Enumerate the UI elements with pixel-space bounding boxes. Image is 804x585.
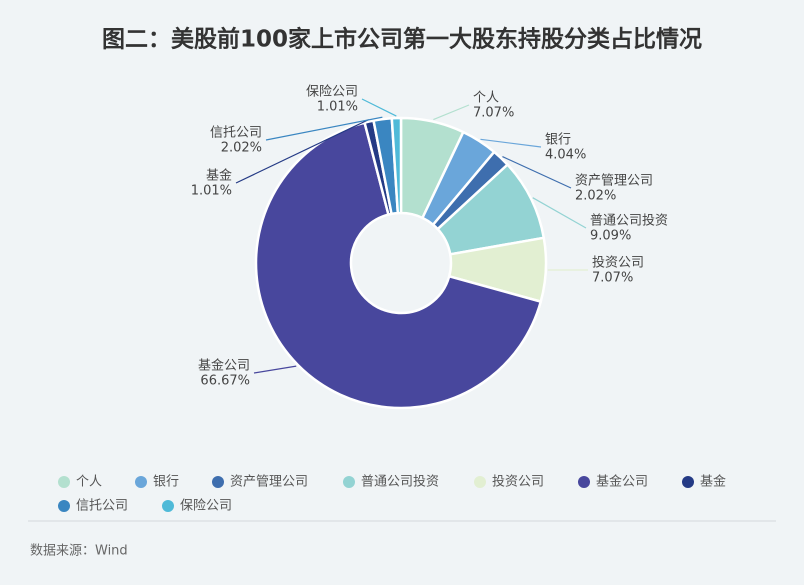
slice [254,121,543,410]
legend-swatch [343,476,355,488]
value-label: 4.04% [545,148,586,163]
slice-label: 基金 [206,168,232,184]
legend-swatch [135,476,147,488]
legend-swatch [58,500,70,512]
legend-swatch [162,500,174,512]
slice-label: 资产管理公司 [575,174,653,189]
value-label: 66.67% [200,374,250,389]
slice-label: 投资公司 [592,255,644,271]
slice [390,116,403,215]
legend-label: 普通公司投资 [361,474,439,490]
legend-label: 信托公司 [76,499,128,514]
value-label: 7.07% [473,106,514,121]
leader-line [235,119,369,184]
legend-label: 基金 [700,474,726,490]
value-label: 1.01% [317,100,358,115]
legend-label: 基金公司 [596,474,648,490]
legend-label: 投资公司 [492,474,544,490]
legend-swatch [212,476,224,488]
value-label: 2.02% [575,189,616,204]
leader-line [433,104,470,121]
slice-label: 保险公司 [306,85,358,100]
legend-swatch [682,476,694,488]
value-label: 1.01% [191,184,232,199]
value-label: 9.09% [590,229,631,244]
slice-label: 基金公司 [198,358,250,374]
chart-title: 图二：美股前100家上市公司第一大股东持股分类占比情况 [102,26,702,53]
legend-label: 银行 [153,475,179,490]
legend-swatch [578,476,590,488]
leader-line [361,98,397,117]
value-label: 2.02% [221,141,262,156]
leader-line [253,365,297,374]
legend-label: 个人 [76,475,102,490]
legend-label: 资产管理公司 [230,475,308,490]
source: 数据来源：Wind [30,544,128,559]
slice-label: 信托公司 [210,126,262,141]
leader-line [265,116,383,141]
leader-line [502,156,572,189]
slice-label: 普通公司投资 [590,213,668,229]
leader-line [480,138,542,148]
leader-line [532,197,587,229]
legend-label: 保险公司 [180,499,232,514]
slice-label: 银行 [545,133,571,148]
legend-swatch [474,476,486,488]
slice-label: 个人 [473,91,499,106]
legend-swatch [58,476,70,488]
value-label: 7.07% [592,271,633,286]
